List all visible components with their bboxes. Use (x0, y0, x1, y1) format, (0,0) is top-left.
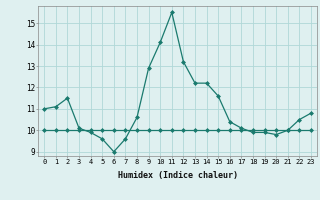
X-axis label: Humidex (Indice chaleur): Humidex (Indice chaleur) (118, 171, 238, 180)
